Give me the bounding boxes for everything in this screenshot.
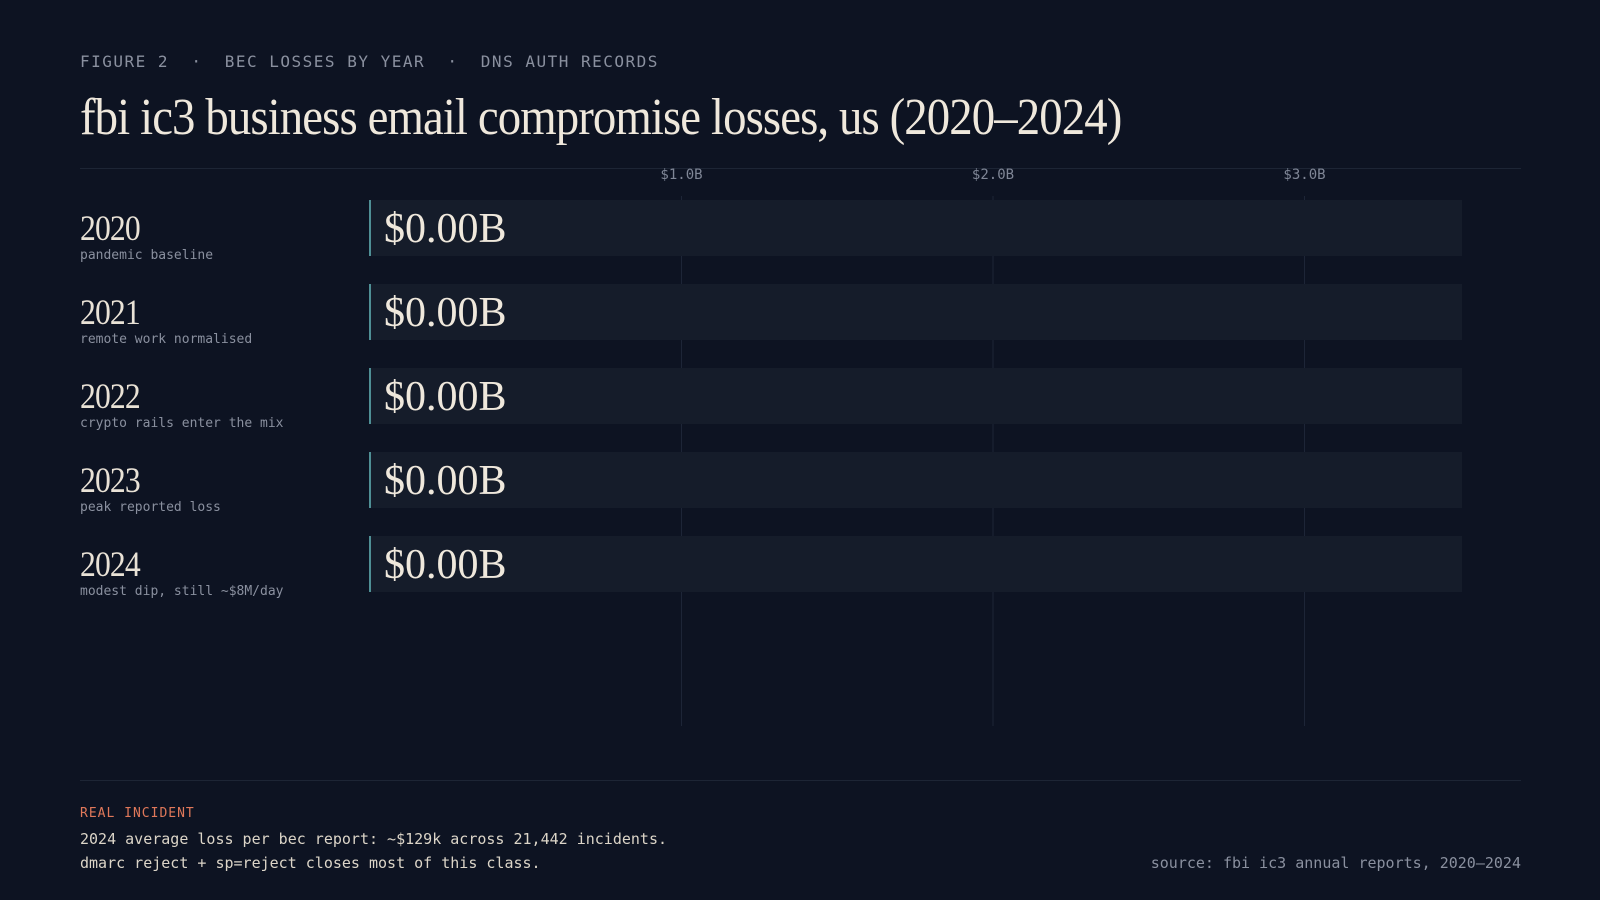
category-note: modest dip, still ~$8M/day xyxy=(80,584,284,599)
kicker-separator-2: · xyxy=(447,52,459,71)
kicker-separator-1: · xyxy=(191,52,203,71)
category-label: 2022 xyxy=(80,376,141,416)
bar-track xyxy=(370,284,1462,340)
value-label: $0.00B xyxy=(384,542,507,588)
category-note: remote work normalised xyxy=(80,332,253,347)
category-note: crypto rails enter the mix xyxy=(80,416,284,431)
row-label-2021: 2021 remote work normalised xyxy=(80,294,252,347)
value-label: $0.00B xyxy=(384,458,507,504)
figure-number: FIGURE 2 xyxy=(80,52,170,71)
figure-kicker: FIGURE 2 · BEC LOSSES BY YEAR · DNS AUTH… xyxy=(80,52,659,71)
top-divider xyxy=(80,168,1521,169)
source-note: source: fbi ic3 annual reports, 2020–202… xyxy=(1150,854,1521,872)
bar-track xyxy=(370,452,1462,508)
category-note: pandemic baseline xyxy=(80,248,214,263)
value-label: $0.00B xyxy=(384,290,507,336)
x-tick-label: $1.0B xyxy=(660,167,702,183)
incident-detail: 2024 average loss per bec report: ~$129k… xyxy=(80,830,667,848)
figure-topic: BEC LOSSES BY YEAR xyxy=(224,52,426,71)
category-label: 2021 xyxy=(80,292,141,332)
bar-track xyxy=(370,368,1462,424)
bar-chart: $1.0B $2.0B $3.0B $0.00B $0.00B $0.00B $0.00B $… xyxy=(369,167,1462,726)
figure-section: DNS AUTH RECORDS xyxy=(480,52,659,71)
row-label-2020: 2020 pandemic baseline xyxy=(80,210,213,263)
category-label: 2024 xyxy=(80,544,141,584)
x-tick-label: $3.0B xyxy=(1283,167,1325,183)
x-tick-label: $2.0B xyxy=(972,167,1014,183)
value-label: $0.00B xyxy=(384,374,507,420)
category-label: 2023 xyxy=(80,460,141,500)
value-label: $0.00B xyxy=(384,206,507,252)
incident-mitigation: dmarc reject + sp=reject closes most of … xyxy=(80,854,541,872)
row-label-2024: 2024 modest dip, still ~$8M/day xyxy=(80,546,284,599)
category-note: peak reported loss xyxy=(80,500,221,515)
incident-kicker: REAL INCIDENT xyxy=(80,806,195,821)
bottom-divider xyxy=(80,780,1521,781)
bar-track xyxy=(370,200,1462,256)
category-label: 2020 xyxy=(80,208,141,248)
row-label-2023: 2023 peak reported loss xyxy=(80,462,221,515)
chart-title: fbi ic3 business email compromise losses… xyxy=(80,89,1122,146)
row-label-2022: 2022 crypto rails enter the mix xyxy=(80,378,284,431)
bar-track xyxy=(370,536,1462,592)
